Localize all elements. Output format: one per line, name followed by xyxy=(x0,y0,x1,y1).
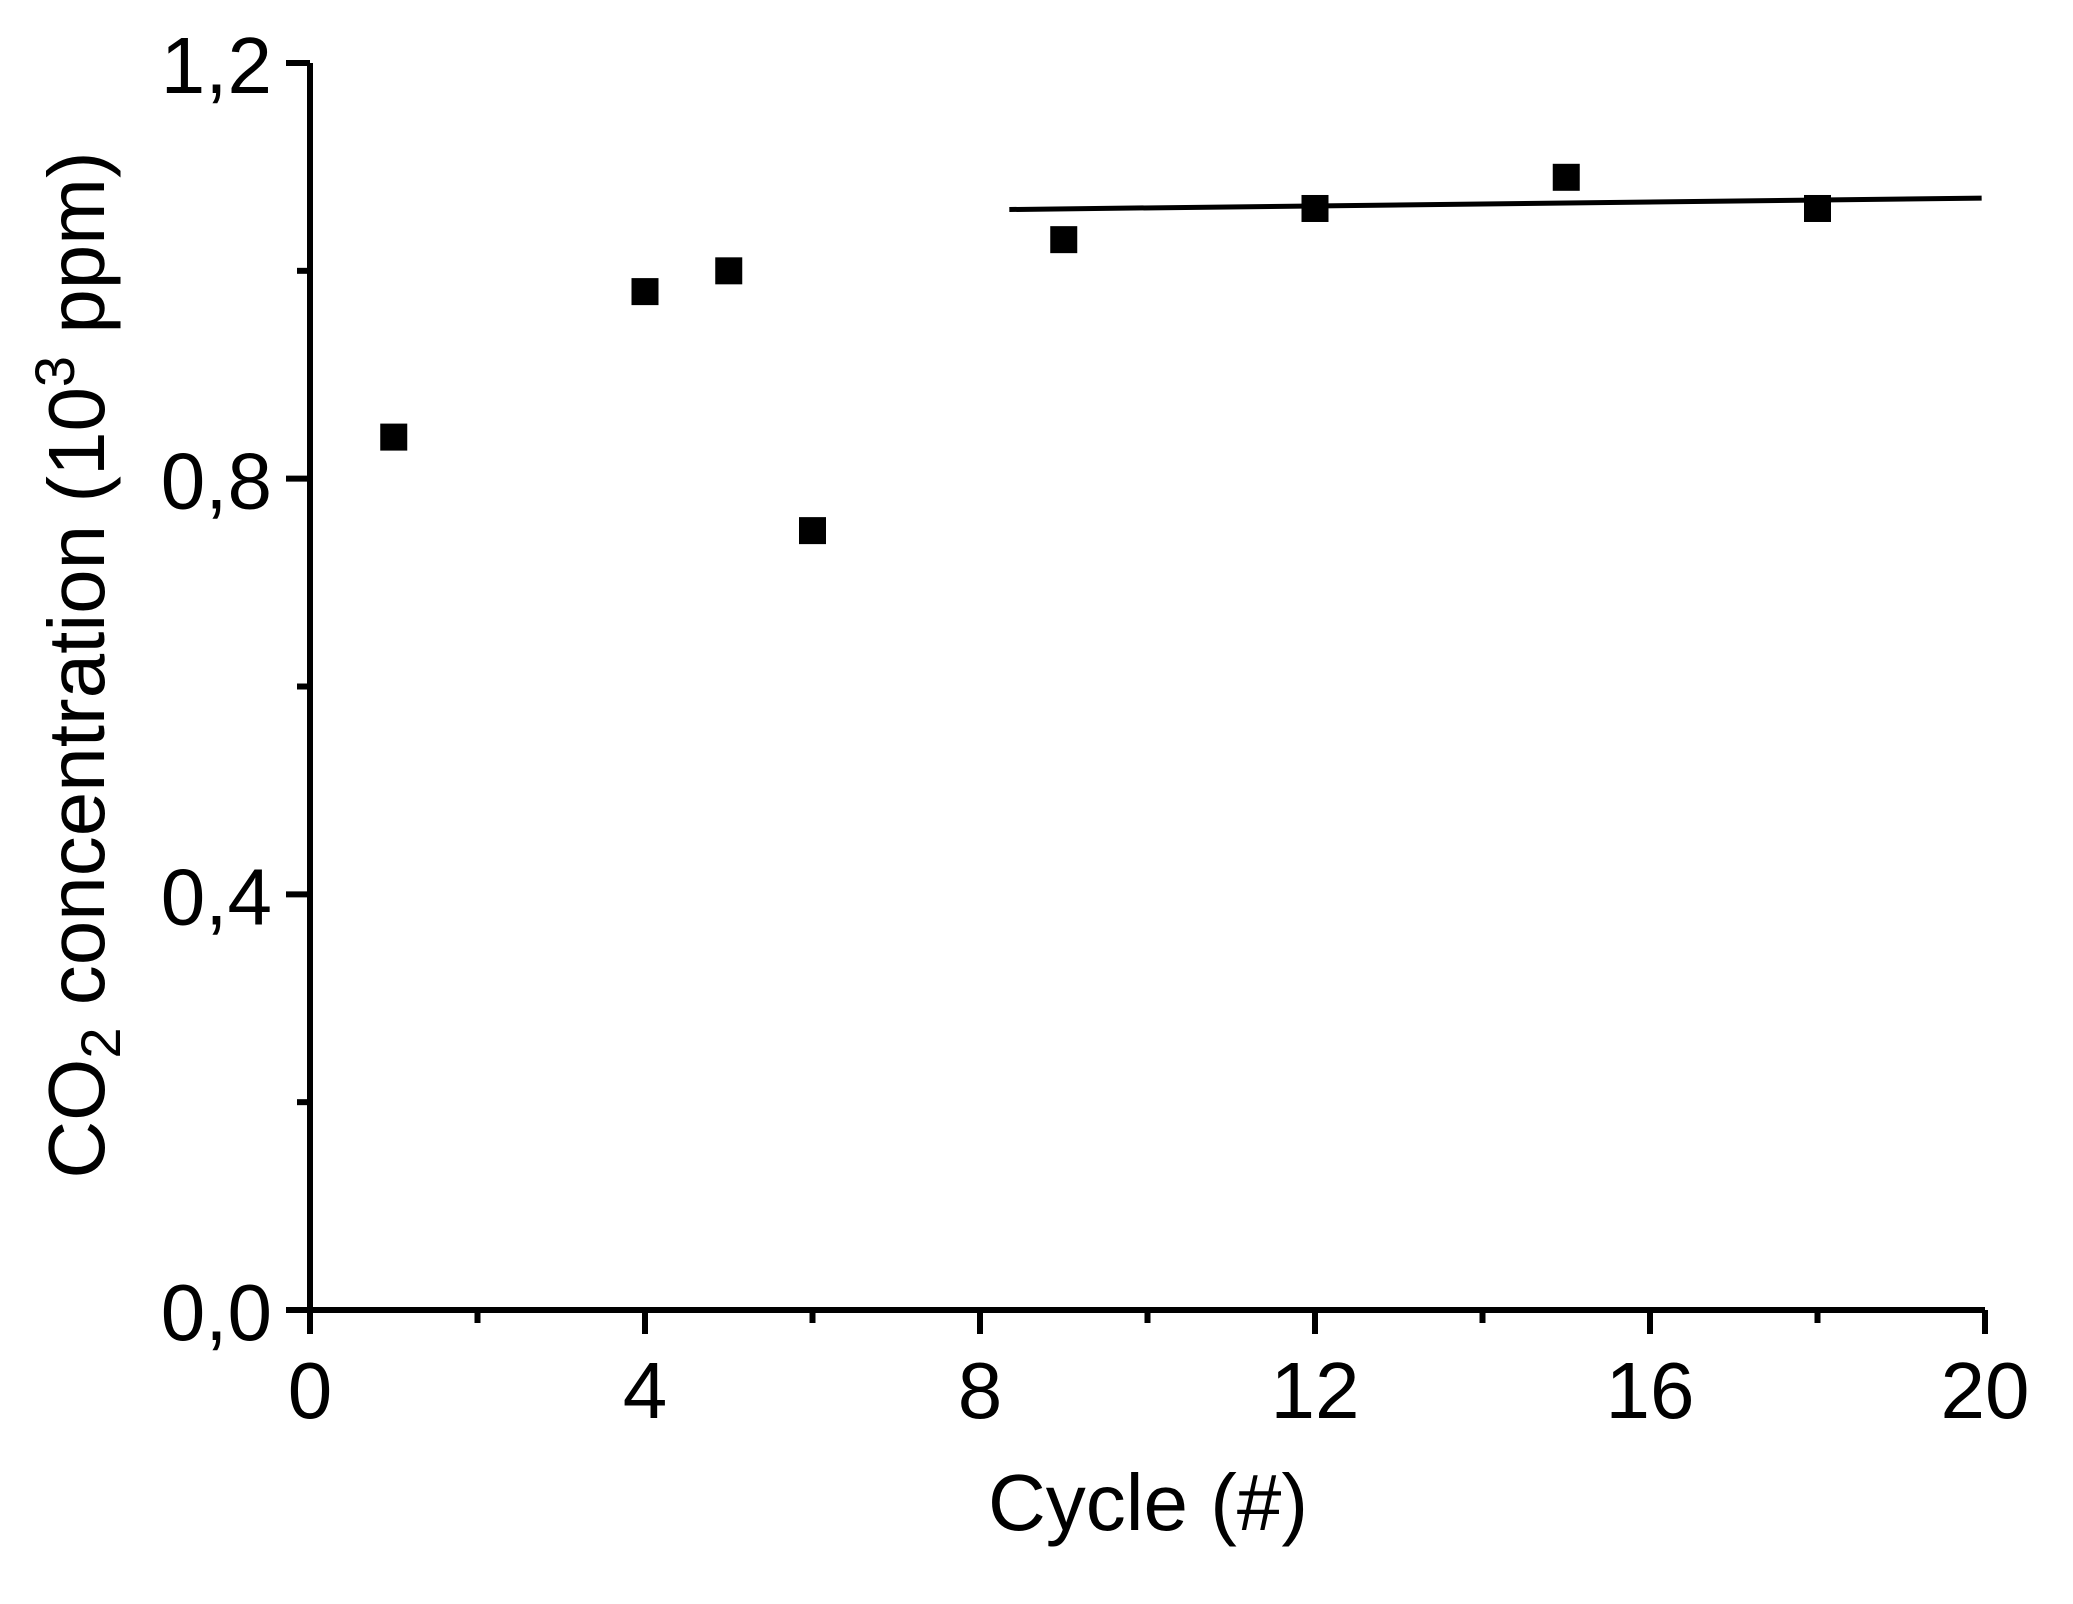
y-axis-tick-label: 0,4 xyxy=(161,852,272,941)
y-axis-tick-label: 0,0 xyxy=(161,1268,272,1357)
data-point-marker xyxy=(380,423,408,451)
x-axis-tick-label: 4 xyxy=(623,1346,668,1435)
data-point-marker xyxy=(1804,194,1831,222)
data-point-marker xyxy=(715,257,743,285)
y-axis-title-segment: 2 xyxy=(69,1027,132,1058)
data-point-marker xyxy=(799,517,826,545)
x-axis-tick-label: 16 xyxy=(1606,1346,1695,1435)
x-axis-tick-label: 20 xyxy=(1941,1346,2030,1435)
data-point-marker xyxy=(631,278,659,306)
y-axis-title-segment: CO xyxy=(32,1059,121,1179)
y-axis-title: CO2 concentration (103 ppm) xyxy=(23,151,132,1178)
x-axis-title: Cycle (#) xyxy=(988,1458,1308,1547)
x-axis-tick-label: 0 xyxy=(288,1346,333,1435)
y-axis-tick-label: 1,2 xyxy=(161,21,272,110)
fit-line xyxy=(1009,195,1982,213)
y-axis-title-segment: concentration (10 xyxy=(32,387,121,1027)
y-axis-title-segment: ppm) xyxy=(32,151,121,356)
data-point-marker xyxy=(1050,226,1078,254)
x-axis-tick-label: 12 xyxy=(1271,1346,1360,1435)
y-axis-tick-label: 0,8 xyxy=(161,437,272,526)
data-point-marker xyxy=(1552,163,1580,191)
x-axis-tick-label: 8 xyxy=(958,1346,1003,1435)
data-point-marker xyxy=(1301,194,1329,222)
y-axis-title-segment: 3 xyxy=(23,356,86,387)
axis-line xyxy=(307,62,1985,1313)
